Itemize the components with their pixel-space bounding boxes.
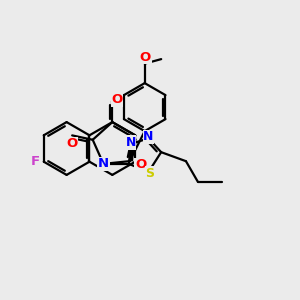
Text: O: O bbox=[140, 50, 151, 64]
Text: N: N bbox=[125, 136, 136, 149]
Text: N: N bbox=[98, 158, 109, 170]
Text: O: O bbox=[67, 137, 78, 150]
Text: O: O bbox=[135, 158, 146, 171]
Text: O: O bbox=[111, 93, 122, 106]
Text: N: N bbox=[143, 130, 154, 143]
Text: S: S bbox=[146, 167, 154, 180]
Text: F: F bbox=[31, 155, 40, 168]
